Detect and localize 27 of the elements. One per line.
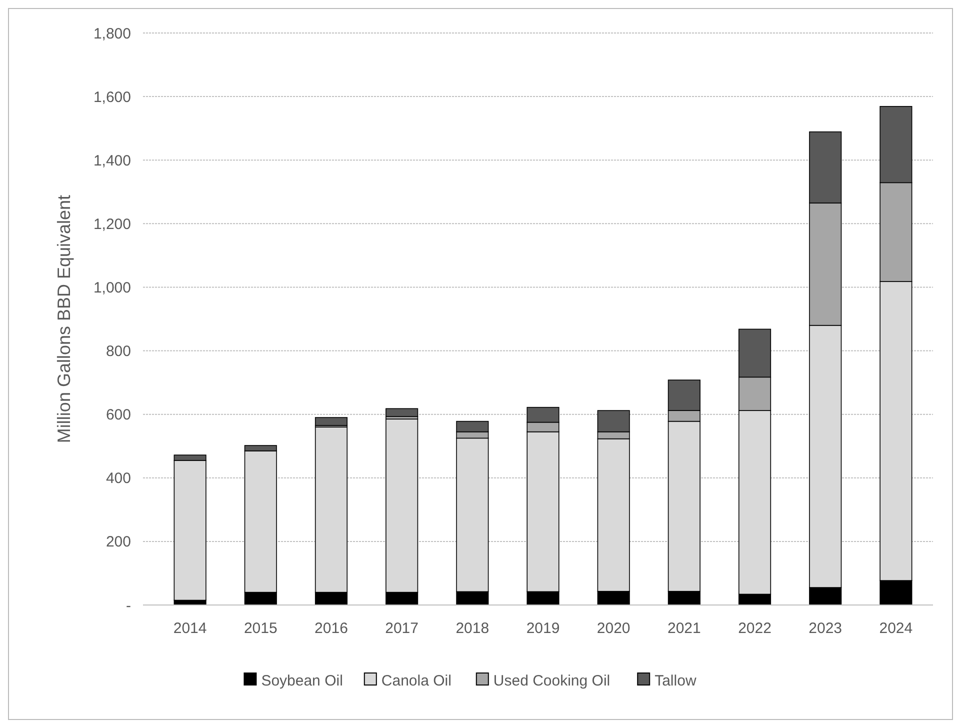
y-tick-label: 800 — [106, 343, 131, 360]
x-tick-label: 2014 — [173, 620, 207, 637]
x-tick-label: 2016 — [314, 620, 348, 637]
bar — [386, 408, 418, 417]
y-tick-label: 1,400 — [93, 152, 131, 170]
legend-label: Soybean Oil — [261, 672, 343, 690]
x-tick-label: 2018 — [456, 620, 490, 637]
y-tick-label: 200 — [106, 534, 131, 551]
y-tick-label: 1,600 — [93, 88, 131, 106]
y-tick-label: 600 — [106, 406, 131, 424]
x-tick-label: 2021 — [667, 620, 701, 637]
x-tick-label: 2023 — [808, 620, 842, 637]
y-tick-label: 1,000 — [93, 279, 131, 296]
legend-label: Tallow — [654, 672, 696, 690]
y-tick-label: 1,200 — [93, 216, 131, 233]
x-tick-label: 2020 — [596, 620, 630, 637]
x-tick-label: 2022 — [738, 620, 772, 637]
y-axis-title: Million Gallons BBD Equivalent — [54, 194, 74, 444]
x-tick-label: 2019 — [526, 620, 560, 637]
x-tick-label: 2017 — [385, 620, 419, 637]
x-tick-label: 2015 — [244, 620, 278, 637]
y-tick-label: 1,800 — [93, 25, 131, 42]
x-tick-label: 2024 — [879, 620, 913, 637]
y-tick-label: 400 — [106, 470, 131, 488]
y-tick-label: - — [126, 597, 131, 614]
legend-label: Canola Oil — [381, 672, 452, 690]
legend-label: Used Cooking Oil — [493, 672, 610, 690]
